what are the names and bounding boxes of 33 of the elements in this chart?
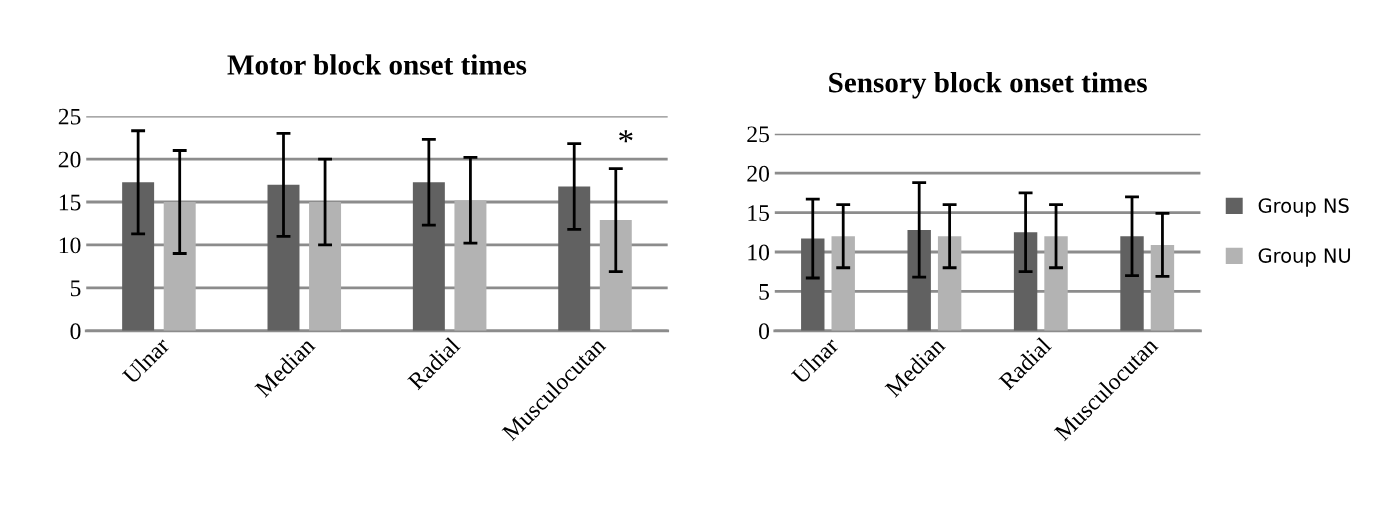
- bar: [907, 229, 931, 331]
- bar: [454, 200, 487, 331]
- y-tick-label: 15: [59, 194, 81, 211]
- bar: [1013, 232, 1038, 331]
- y-tick-label: 15: [748, 205, 769, 222]
- bar: [267, 184, 300, 331]
- chart-title: Sensory block onset times: [829, 71, 1147, 99]
- y-tick-label: 5: [759, 284, 769, 300]
- bar: [599, 220, 632, 331]
- bar: [1044, 236, 1068, 331]
- y-tick-label: 20: [58, 151, 81, 168]
- y-tick-label: 25: [58, 108, 81, 125]
- annotation: *: [619, 130, 633, 143]
- bar: [163, 202, 196, 331]
- bar: [412, 182, 445, 331]
- y-tick-label: 10: [59, 237, 81, 254]
- legend-label: Group NS: [1258, 198, 1349, 217]
- bar: [1150, 244, 1175, 331]
- y-tick-label: 20: [747, 165, 770, 182]
- bar: [801, 238, 825, 331]
- bar: [1120, 236, 1144, 331]
- bar: [831, 236, 855, 331]
- y-tick-label: 25: [747, 126, 769, 143]
- bar: [558, 186, 591, 331]
- bar: [122, 182, 155, 331]
- bar: [937, 236, 962, 331]
- bar: [309, 202, 342, 331]
- y-tick-label: 10: [748, 244, 770, 261]
- chart-title: Motor block onset times: [227, 54, 527, 75]
- y-tick-label: 0: [759, 323, 770, 340]
- y-tick-label: 0: [70, 323, 81, 340]
- legend-label: Group NU: [1258, 248, 1351, 267]
- y-tick-label: 5: [70, 280, 81, 297]
